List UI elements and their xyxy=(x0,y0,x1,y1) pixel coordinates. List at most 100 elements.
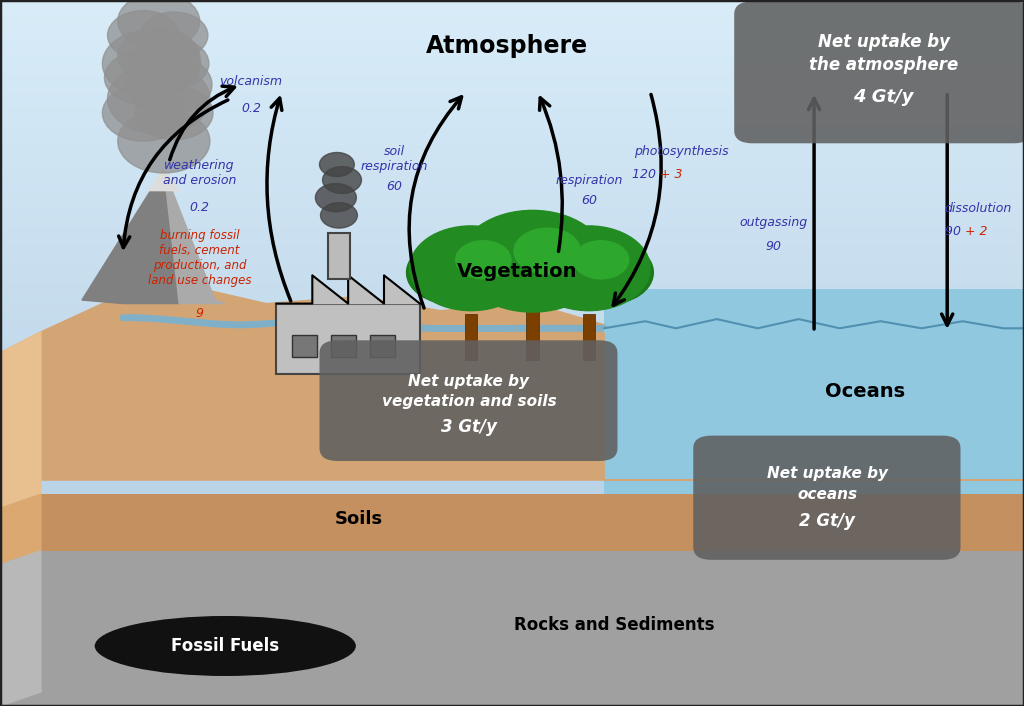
Bar xyxy=(0,526,1024,530)
Bar xyxy=(0,565,1024,568)
Bar xyxy=(0,342,1024,346)
Bar xyxy=(0,621,1024,625)
Bar xyxy=(0,522,1024,526)
Bar xyxy=(0,56,1024,60)
Bar xyxy=(0,300,1024,304)
Bar xyxy=(0,78,1024,81)
Bar xyxy=(0,551,1024,706)
Bar xyxy=(0,335,1024,339)
Bar xyxy=(0,237,1024,240)
Bar xyxy=(0,657,1024,660)
Bar xyxy=(0,247,1024,251)
Text: oceans: oceans xyxy=(798,486,857,502)
Bar xyxy=(0,339,1024,342)
Bar xyxy=(0,332,1024,335)
Polygon shape xyxy=(0,508,1024,565)
Bar xyxy=(0,537,1024,540)
Bar xyxy=(465,314,477,360)
Bar xyxy=(0,131,1024,134)
Text: 0.2: 0.2 xyxy=(241,102,261,115)
Bar xyxy=(0,406,1024,409)
Circle shape xyxy=(419,228,523,300)
Bar xyxy=(0,81,1024,85)
Circle shape xyxy=(459,210,606,312)
Bar xyxy=(0,159,1024,162)
Bar xyxy=(0,360,1024,364)
Bar xyxy=(0,353,1024,357)
Circle shape xyxy=(323,167,361,193)
Bar xyxy=(0,685,1024,688)
Bar xyxy=(0,222,1024,226)
Bar xyxy=(0,124,1024,127)
Bar xyxy=(0,349,1024,353)
Bar xyxy=(0,434,1024,438)
Text: Soils: Soils xyxy=(335,510,382,528)
Bar xyxy=(0,176,1024,180)
Bar xyxy=(0,258,1024,261)
Bar xyxy=(0,515,1024,519)
Bar xyxy=(0,628,1024,632)
Bar xyxy=(0,639,1024,642)
Bar xyxy=(0,477,1024,480)
Bar xyxy=(0,413,1024,417)
Text: 90: 90 xyxy=(765,240,781,253)
Bar xyxy=(0,141,1024,145)
Bar xyxy=(0,251,1024,254)
Bar xyxy=(0,487,1024,491)
FancyBboxPatch shape xyxy=(319,340,617,461)
Bar xyxy=(0,590,1024,593)
Bar xyxy=(0,314,1024,318)
Circle shape xyxy=(118,109,210,173)
Circle shape xyxy=(104,51,182,104)
Bar xyxy=(0,229,1024,233)
Circle shape xyxy=(470,213,595,299)
Polygon shape xyxy=(0,551,41,706)
Text: burning fossil
fuels, cement
production, and
land use changes: burning fossil fuels, cement production,… xyxy=(147,229,252,287)
Bar xyxy=(0,674,1024,678)
Bar xyxy=(0,554,1024,558)
Bar xyxy=(0,399,1024,402)
Bar xyxy=(0,106,1024,109)
Bar xyxy=(0,346,1024,349)
Bar xyxy=(0,67,1024,71)
Bar xyxy=(0,311,1024,314)
Text: photosynthesis: photosynthesis xyxy=(634,145,728,158)
Bar xyxy=(0,240,1024,244)
Bar xyxy=(0,254,1024,258)
Bar xyxy=(0,215,1024,219)
Bar xyxy=(0,459,1024,462)
Bar xyxy=(0,702,1024,706)
Bar xyxy=(0,244,1024,247)
Text: outgassing: outgassing xyxy=(739,216,807,229)
Bar xyxy=(0,364,1024,367)
Bar xyxy=(0,374,1024,378)
Bar xyxy=(0,544,1024,547)
Bar xyxy=(0,653,1024,657)
Bar xyxy=(0,611,1024,614)
Bar xyxy=(0,11,1024,14)
Bar xyxy=(370,335,395,357)
Text: Net uptake by: Net uptake by xyxy=(767,465,888,481)
Bar xyxy=(0,417,1024,420)
Bar xyxy=(331,335,356,357)
Text: Net uptake by: Net uptake by xyxy=(409,373,529,389)
Text: Fossil Fuels: Fossil Fuels xyxy=(171,637,280,655)
Bar xyxy=(0,635,1024,639)
Bar xyxy=(0,60,1024,64)
Bar xyxy=(0,484,1024,487)
Text: 60: 60 xyxy=(581,194,597,207)
Bar xyxy=(0,194,1024,198)
Text: Oceans: Oceans xyxy=(825,383,905,401)
Bar xyxy=(0,155,1024,159)
Polygon shape xyxy=(0,282,1024,480)
Polygon shape xyxy=(604,319,1024,332)
Bar xyxy=(0,18,1024,21)
Bar xyxy=(0,445,1024,448)
Circle shape xyxy=(321,203,357,228)
Bar xyxy=(0,392,1024,395)
Bar xyxy=(0,646,1024,650)
Bar xyxy=(0,265,1024,268)
Circle shape xyxy=(410,226,532,311)
Text: 60: 60 xyxy=(386,180,402,193)
Text: + 3: + 3 xyxy=(660,168,683,181)
